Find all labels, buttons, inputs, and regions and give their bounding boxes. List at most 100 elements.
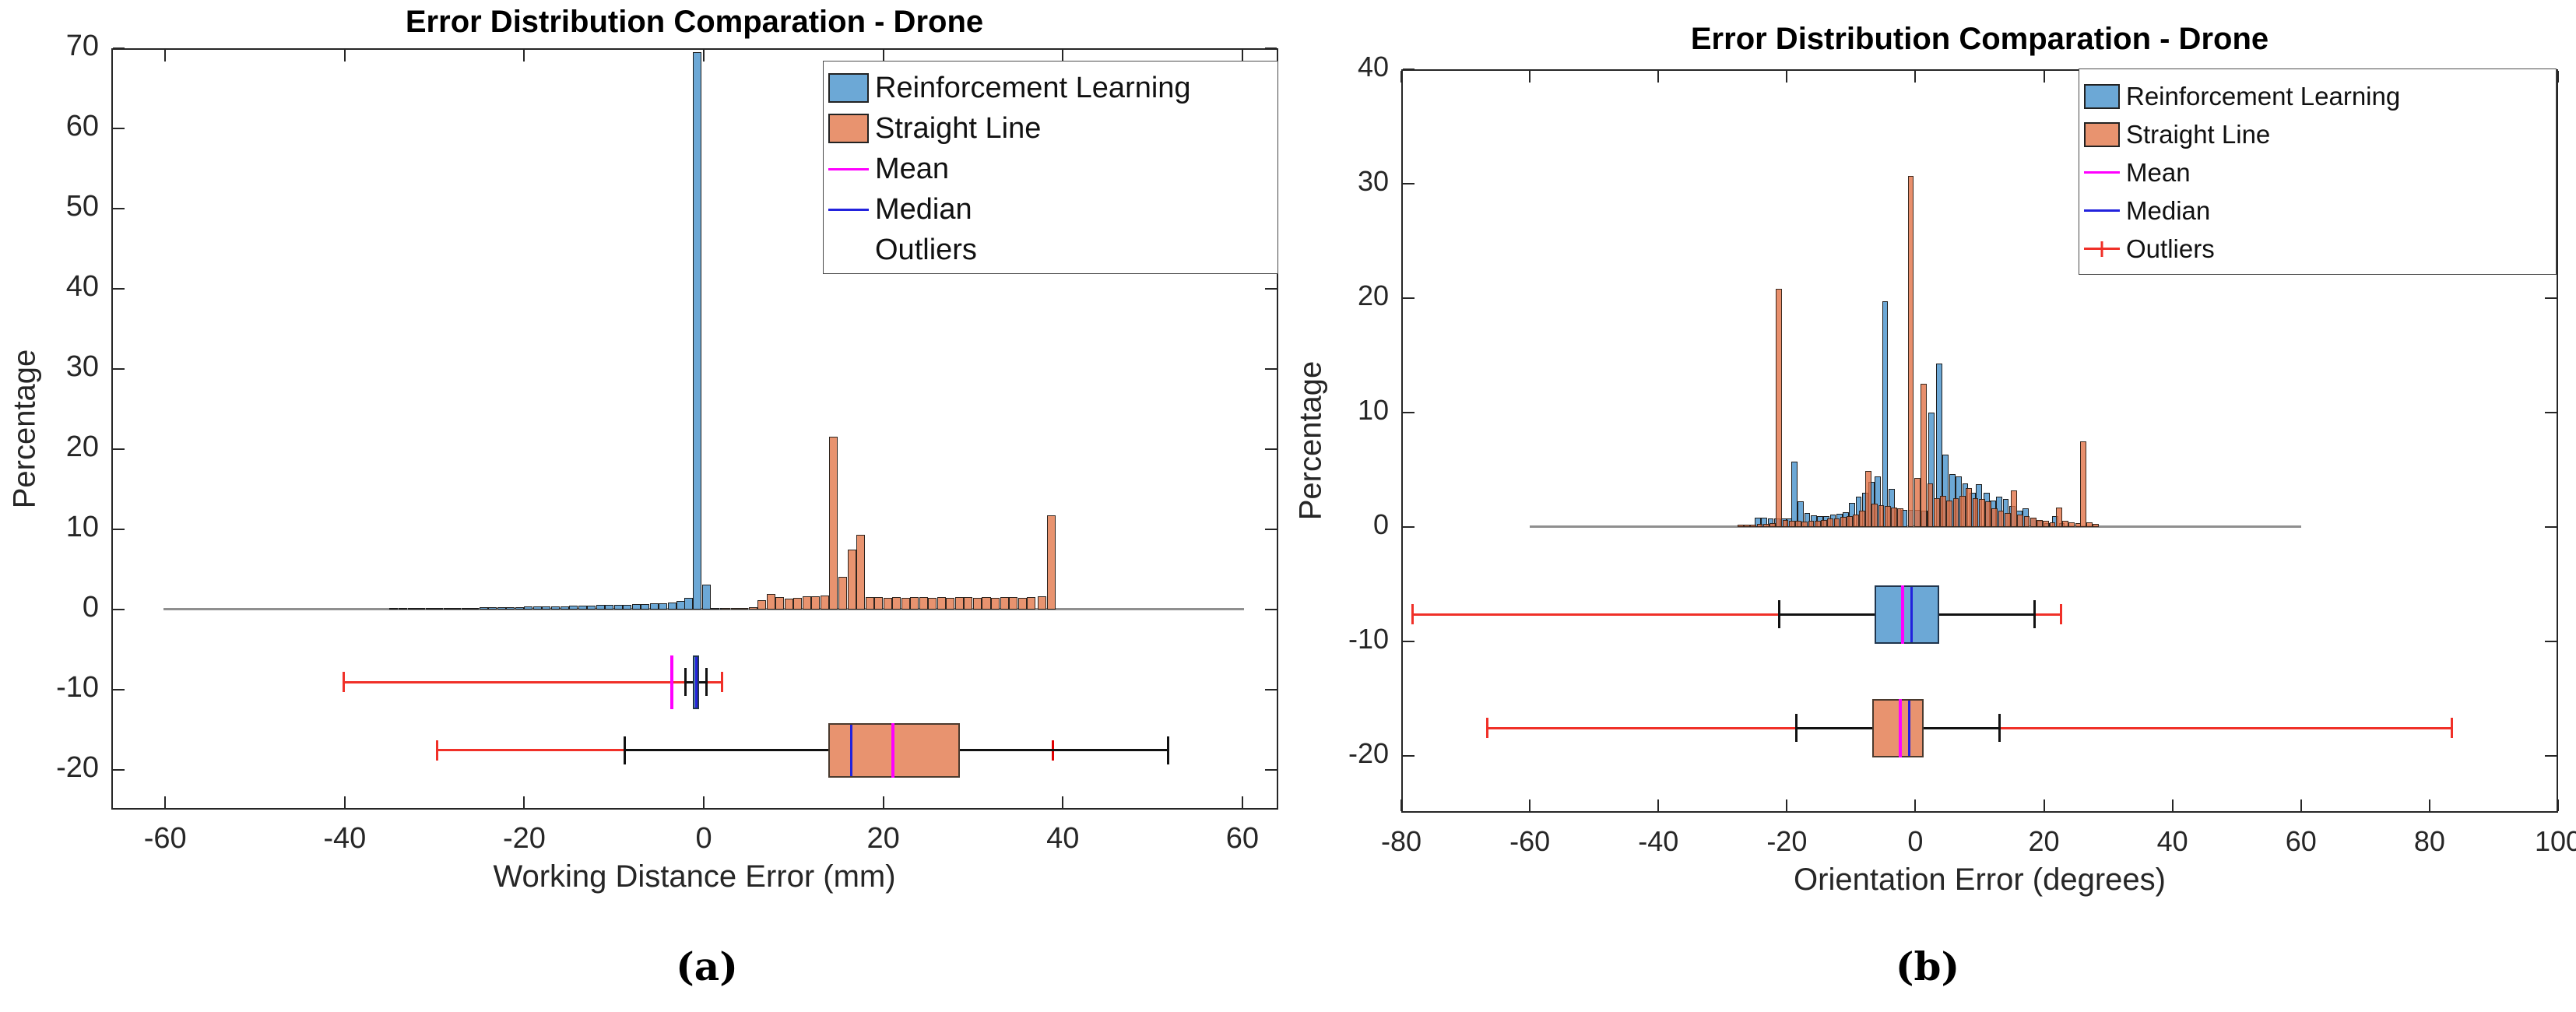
histogram-bar-sl: [1801, 522, 1808, 527]
y-tick: [1403, 640, 1415, 642]
chart-a-title: Error Distribution Comparation - Drone: [405, 5, 984, 39]
y-tick: [113, 528, 125, 530]
legend-label: Outliers: [2126, 234, 2215, 263]
x-tick-top: [1241, 50, 1243, 61]
histogram-bar-sl: [972, 597, 982, 610]
x-tick: [2557, 799, 2559, 811]
y-tick: [1403, 754, 1415, 757]
whisker-cap: [684, 668, 687, 697]
histogram-bar-rl: [532, 606, 542, 610]
x-tick: [2300, 799, 2302, 811]
y-tick: [113, 768, 125, 771]
x-tick-label: -60: [143, 822, 187, 855]
histogram-bar-sl: [1744, 525, 1750, 527]
y-tick: [113, 287, 125, 290]
histogram-bar-rl: [497, 606, 506, 610]
histogram-bar-sl: [901, 597, 910, 610]
histogram-bar-sl: [1782, 519, 1789, 527]
y-tick: [1403, 525, 1415, 528]
histogram-bar-sl: [748, 606, 757, 610]
histogram-bar-rl: [560, 606, 569, 610]
x-tick-label: 0: [695, 822, 712, 855]
histogram-bar-sl: [2055, 507, 2062, 527]
histogram-bar-rl: [524, 606, 533, 610]
y-tick: [1403, 182, 1415, 184]
histogram-bar-rl: [631, 604, 641, 610]
x-tick-label: 80: [2413, 825, 2445, 857]
histogram-bar-sl: [740, 607, 749, 610]
x-tick-top: [1786, 71, 1788, 83]
chart-b-y-axis-label: Percentage: [1293, 360, 1328, 521]
histogram-bar-sl: [1998, 511, 2005, 527]
legend-label: Reinforcement Learning: [2126, 81, 2401, 111]
histogram-bar-rl: [470, 607, 480, 610]
histogram-bar-sl: [1795, 521, 1801, 527]
x-tick-label: -80: [1380, 825, 1422, 857]
histogram-bar-sl: [1737, 525, 1744, 527]
histogram-bar-sl: [1847, 515, 1853, 527]
histogram-bar-rl: [542, 606, 551, 610]
histogram-bar-sl: [2043, 521, 2050, 527]
boxplot-box: [1874, 585, 1939, 644]
legend-label: Median: [2126, 195, 2211, 225]
x-tick: [523, 796, 525, 808]
y-tick-label: 20: [1357, 279, 1389, 311]
x-tick: [1241, 796, 1243, 808]
histogram-bar-sl: [1959, 496, 1966, 527]
histogram-bar-rl: [515, 606, 524, 610]
histogram-bar-sl: [954, 597, 964, 610]
histogram-bar-sl: [1821, 519, 1827, 527]
y-tick-right: [1265, 287, 1277, 290]
histogram-bar-sl: [883, 597, 892, 610]
outlier-end-cap: [436, 740, 439, 761]
plot-border: [1401, 69, 2558, 813]
x-tick-top: [523, 50, 525, 61]
histogram-bar-sl: [1769, 523, 1776, 527]
mean-line: [669, 655, 673, 710]
y-tick-right: [1265, 47, 1277, 49]
whisker-cap: [705, 668, 708, 697]
outlier-end-cap: [2059, 604, 2062, 625]
y-tick-label: 40: [65, 269, 99, 303]
mean-line: [1899, 698, 1903, 758]
histogram-bar-sl: [1762, 524, 1769, 527]
outlier-end-cap: [1486, 718, 1489, 739]
legend-item-reinforcement-learning: Reinforcement Learning: [824, 68, 1277, 108]
x-tick-top: [1400, 71, 1402, 83]
mean-line: [891, 722, 895, 778]
panel-label-b: (b): [1895, 943, 1960, 989]
boxplot-box: [1872, 698, 1924, 758]
histogram-bar-rl: [701, 585, 711, 610]
y-tick: [113, 47, 125, 49]
histogram-bar-rl: [452, 607, 462, 610]
histogram-bar-sl: [1865, 470, 1871, 527]
histogram-bar-sl: [847, 550, 856, 610]
y-tick-right: [1265, 768, 1277, 771]
histogram-bar-rl: [461, 607, 470, 610]
histogram-bar-rl: [693, 52, 702, 610]
y-tick-right: [1265, 528, 1277, 530]
histogram-bar-rl: [416, 607, 426, 610]
histogram-bar-sl: [856, 534, 866, 610]
chart-a-x-axis-label: Working Distance Error (mm): [493, 859, 896, 894]
x-tick-top: [1914, 71, 1917, 83]
x-tick-label: 40: [2156, 825, 2188, 857]
histogram-zero-line: [163, 608, 1245, 611]
y-tick-label: 10: [1357, 393, 1389, 426]
histogram-bar-rl: [479, 607, 488, 610]
x-tick-label: 20: [2028, 825, 2060, 857]
outliers-red-plus-icon: [2084, 237, 2120, 262]
histogram-bar-sl: [2062, 521, 2068, 527]
median-line: [1910, 586, 1914, 642]
outlier-range-line: [706, 680, 722, 683]
y-tick-right: [1265, 608, 1277, 610]
histogram-bar-sl: [1840, 517, 1847, 527]
y-tick-label: 50: [65, 189, 99, 223]
y-tick: [113, 448, 125, 450]
y-tick-label: 0: [1372, 508, 1389, 540]
histogram-bar-sl: [865, 596, 874, 610]
whisker-cap: [1998, 714, 2001, 743]
histogram-bar-rl: [569, 606, 578, 610]
histogram-bar-sl: [829, 437, 838, 610]
y-tick: [1403, 297, 1415, 299]
